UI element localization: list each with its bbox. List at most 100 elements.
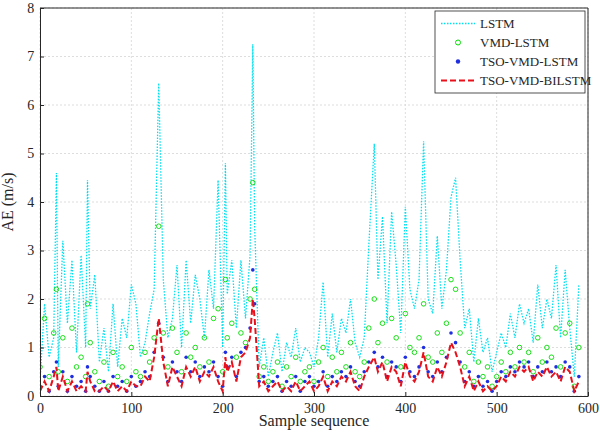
series-point	[504, 375, 508, 379]
series-point	[513, 370, 517, 374]
chart: 0100200300400500600012345678LSTMVMD-LSTM…	[0, 0, 600, 432]
series-point	[111, 350, 116, 355]
series-point	[477, 375, 481, 379]
y-tick-mark	[40, 251, 44, 252]
series-point	[362, 360, 367, 365]
series-point	[412, 350, 417, 355]
series-point	[79, 380, 83, 384]
y-tick-label: 5	[27, 146, 34, 161]
y-tick-mark	[40, 105, 44, 106]
series-point	[426, 370, 430, 374]
legend-label: VMD-LSTM	[480, 35, 550, 50]
series-point	[61, 336, 66, 341]
series-point	[394, 336, 399, 341]
series-point	[404, 355, 408, 359]
x-tick-mark	[131, 392, 132, 396]
series-point	[223, 277, 228, 282]
series-point	[349, 365, 353, 369]
series-point	[316, 360, 321, 365]
y-tick-mark	[40, 154, 44, 155]
series-point	[563, 331, 568, 336]
series-point	[262, 375, 266, 379]
y-tick: 5	[27, 146, 44, 161]
grid-line-y	[40, 299, 588, 300]
legend-entry: VMD-LSTM	[456, 35, 550, 50]
series-point	[261, 365, 266, 370]
series-point	[179, 369, 184, 374]
series-point	[102, 360, 107, 365]
series-point	[43, 375, 47, 379]
series-point	[130, 375, 134, 379]
series-point	[51, 331, 56, 336]
grid	[40, 8, 588, 396]
series-point	[508, 350, 513, 355]
frame-top	[40, 8, 588, 9]
series-point	[193, 360, 197, 364]
series-point	[175, 350, 180, 355]
x-tick-mark	[497, 392, 498, 396]
series-point	[212, 360, 216, 364]
y-tick: 1	[27, 340, 44, 355]
series-point	[426, 355, 431, 360]
series-point	[554, 326, 559, 331]
series-point	[536, 365, 540, 369]
legend-key	[441, 23, 475, 25]
legend-label: TSO-VMD-LSTM	[480, 54, 579, 69]
y-tick-mark	[40, 57, 44, 58]
series-point	[558, 365, 563, 370]
series-point	[380, 321, 385, 326]
series-point	[372, 297, 377, 302]
series-point	[184, 331, 189, 336]
series-2	[40, 268, 581, 393]
series-point	[93, 369, 98, 374]
series-point	[526, 350, 531, 355]
series-point	[421, 302, 426, 307]
series-point	[55, 360, 59, 364]
series-point	[494, 374, 499, 379]
series-point	[129, 345, 134, 350]
x-tick: 500	[487, 392, 508, 416]
y-tick-label: 3	[27, 243, 34, 258]
series-point	[285, 380, 289, 384]
series-point	[344, 365, 349, 370]
series-point	[276, 375, 280, 379]
series-point	[188, 355, 193, 360]
grid-line-y	[40, 250, 588, 251]
series-point	[394, 365, 398, 369]
series-point	[293, 355, 298, 360]
y-tick: 7	[27, 49, 44, 64]
series-3	[40, 299, 579, 391]
marks	[40, 44, 581, 393]
series-point	[577, 375, 581, 379]
series-point	[417, 336, 422, 341]
series-point	[97, 379, 102, 384]
series-point	[251, 180, 256, 185]
legend-key	[441, 80, 475, 82]
series-point	[143, 370, 147, 374]
x-tick-label: 400	[395, 401, 416, 416]
grid-line-x	[131, 8, 132, 396]
series-point	[143, 350, 148, 355]
series-point	[74, 365, 79, 370]
series-point	[567, 321, 572, 326]
series-point	[563, 360, 567, 364]
series-line	[40, 299, 579, 391]
series-point	[499, 360, 504, 365]
series-point	[224, 351, 228, 355]
y-tick-label: 7	[27, 49, 34, 64]
plot-background	[40, 8, 588, 396]
y-tick-label: 0	[27, 389, 34, 404]
series-point	[403, 311, 408, 316]
series-point	[88, 340, 93, 345]
series-point	[54, 287, 59, 292]
series-point	[568, 365, 572, 369]
y-tick: 0	[27, 389, 44, 404]
series-point	[239, 351, 243, 355]
x-axis-title: Sample sequence	[259, 412, 370, 430]
series-point	[436, 360, 440, 364]
y-tick: 4	[27, 195, 44, 210]
y-axis: 012345678	[27, 1, 44, 404]
grid-line-y	[40, 8, 588, 9]
series-point	[449, 277, 454, 282]
series-point	[540, 360, 545, 365]
